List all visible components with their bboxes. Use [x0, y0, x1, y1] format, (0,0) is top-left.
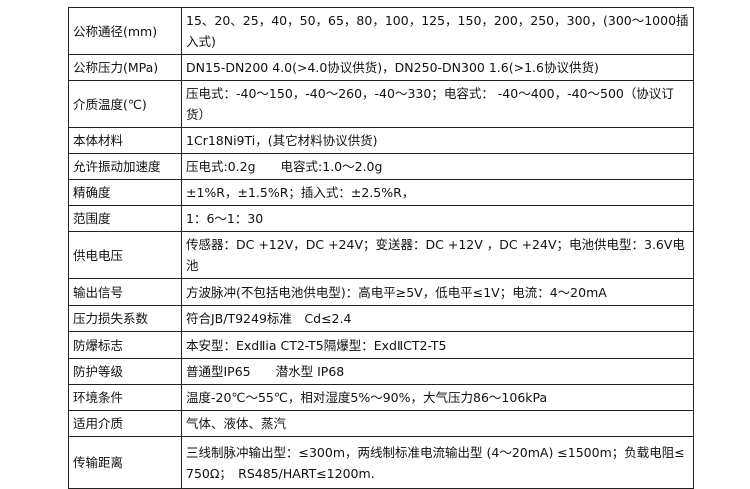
spec-value: 传感器：DC +12V，DC +24V；变送器：DC +12V ，DC +24V… — [181, 231, 694, 279]
table-row: 压力损失系数 符合JB/T9249标准 Cd≤2.4 — [68, 305, 694, 332]
table-row: 精确度 ±1%R，±1.5%R；插入式：±2.5%R， — [68, 179, 694, 206]
spec-value: ±1%R，±1.5%R；插入式：±2.5%R， — [181, 179, 694, 206]
spec-value: DN15-DN200 4.0(>4.0协议供货)，DN250-DN300 1.6… — [181, 54, 694, 81]
table-row: 防爆标志 本安型：ExdⅡia CT2-T5隔爆型：ExdⅡCT2-T5 — [68, 331, 694, 359]
spec-label: 传输距离 — [68, 436, 182, 489]
spec-table-body: 公称通径(mm) 15、20、25，40，50，65，80，100，125，150… — [68, 7, 694, 489]
table-row: 范围度 1：6～1：30 — [68, 205, 694, 232]
spec-label: 公称压力(MPa) — [68, 54, 182, 81]
table-row: 防护等级 普通型IP65 潜水型 IP68 — [68, 358, 694, 385]
table-row: 环境条件 温度-20℃～55℃，相对湿度5%～90%，大气压力86～106kPa — [68, 384, 694, 411]
table-row: 适用介质 气体、液体、蒸汽 — [68, 410, 694, 437]
table-row: 供电电压 传感器：DC +12V，DC +24V；变送器：DC +12V ，DC … — [68, 231, 694, 279]
spec-label: 适用介质 — [68, 410, 182, 437]
spec-label: 压力损失系数 — [68, 305, 182, 332]
spec-value: 15、20、25，40，50，65，80，100，125，150，200，250… — [181, 7, 694, 55]
spec-value: 温度-20℃～55℃，相对湿度5%～90%，大气压力86～106kPa — [181, 384, 694, 411]
spec-value: 三线制脉冲输出型：≤300m，两线制标准电流输出型 (4～20mA) ≤1500… — [181, 436, 694, 489]
table-row: 公称通径(mm) 15、20、25，40，50，65，80，100，125，150… — [68, 7, 694, 55]
table-row: 介质温度(℃) 压电式：-40～150，-40～260，-40～330；电容式： … — [68, 80, 694, 128]
spec-value: 1：6～1：30 — [181, 205, 694, 232]
spec-label: 输出信号 — [68, 278, 182, 306]
spec-label: 防爆标志 — [68, 331, 182, 359]
spec-label: 允许振动加速度 — [68, 153, 182, 180]
spec-label: 介质温度(℃) — [68, 80, 182, 128]
spec-value: 普通型IP65 潜水型 IP68 — [181, 358, 694, 385]
table-row: 允许振动加速度 压电式:0.2g 电容式:1.0～2.0g — [68, 153, 694, 180]
spec-label: 防护等级 — [68, 358, 182, 385]
spec-value: 符合JB/T9249标准 Cd≤2.4 — [181, 305, 694, 332]
spec-label: 环境条件 — [68, 384, 182, 411]
spec-label: 范围度 — [68, 205, 182, 232]
spec-value: 压电式：-40～150，-40～260，-40～330；电容式： -40～400… — [181, 80, 694, 128]
spec-label: 公称通径(mm) — [68, 7, 182, 55]
spec-table: 公称通径(mm) 15、20、25，40，50，65，80，100，125，150… — [68, 7, 694, 489]
spec-value: 方波脉冲(不包括电池供电型)：高电平≥5V，低电平≤1V；电流：4～20mA — [181, 278, 694, 306]
spec-value: 气体、液体、蒸汽 — [181, 410, 694, 437]
spec-value: 1Cr18Ni9Ti，(其它材料协议供货) — [181, 127, 694, 154]
spec-value: 压电式:0.2g 电容式:1.0～2.0g — [181, 153, 694, 180]
table-row: 输出信号 方波脉冲(不包括电池供电型)：高电平≥5V，低电平≤1V；电流：4～20… — [68, 278, 694, 306]
table-row: 本体材料 1Cr18Ni9Ti，(其它材料协议供货) — [68, 127, 694, 154]
spec-value: 本安型：ExdⅡia CT2-T5隔爆型：ExdⅡCT2-T5 — [181, 331, 694, 359]
spec-label: 供电电压 — [68, 231, 182, 279]
spec-label: 精确度 — [68, 179, 182, 206]
table-row: 传输距离 三线制脉冲输出型：≤300m，两线制标准电流输出型 (4～20mA) ≤… — [68, 436, 694, 489]
table-row: 公称压力(MPa) DN15-DN200 4.0(>4.0协议供货)，DN250-… — [68, 54, 694, 81]
spec-label: 本体材料 — [68, 127, 182, 154]
